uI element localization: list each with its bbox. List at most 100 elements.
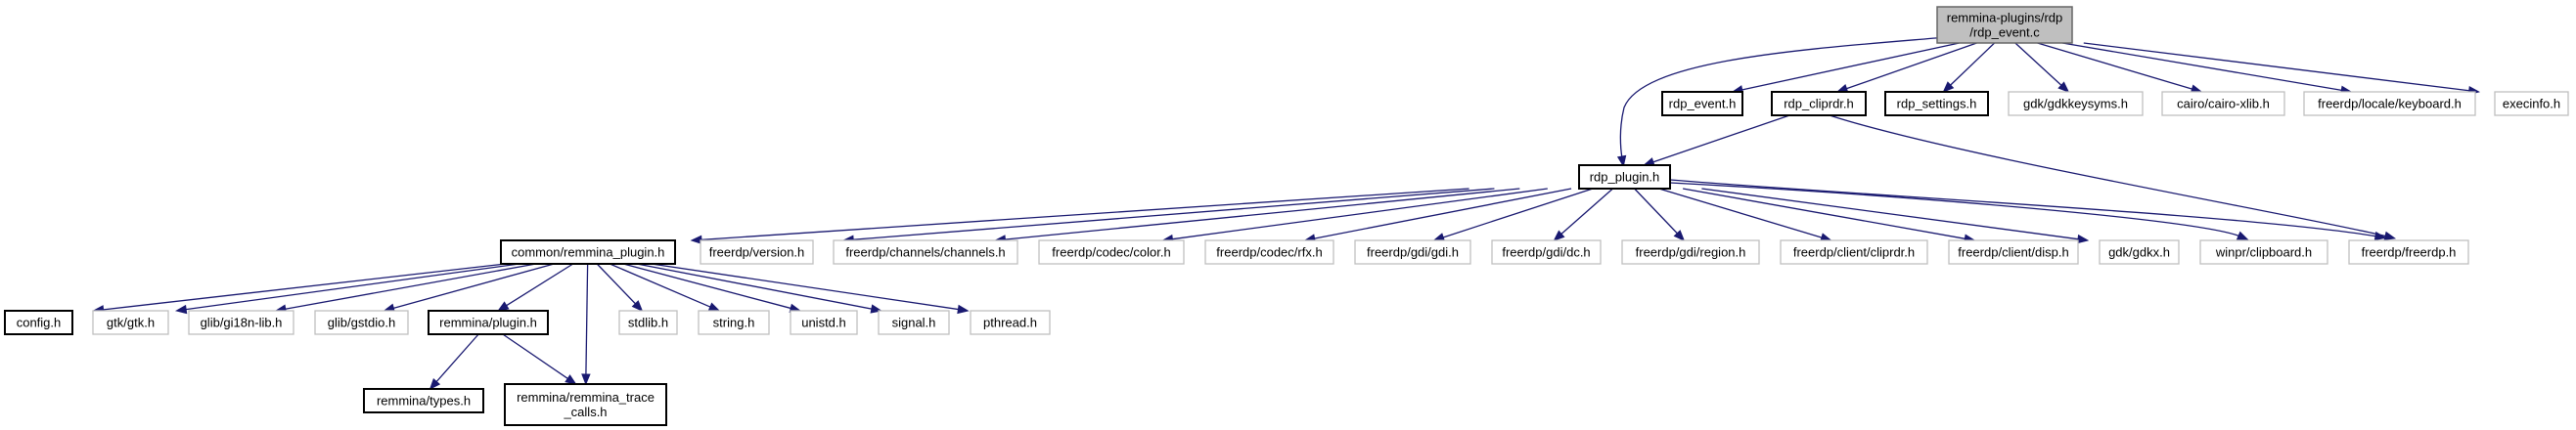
edge-arrowhead bbox=[581, 373, 591, 386]
node-rdp-cliprdr-h[interactable]: rdp_cliprdr.h bbox=[1771, 91, 1867, 116]
edge-line bbox=[185, 263, 520, 311]
node-disp-h: freerdp/client/disp.h bbox=[1948, 239, 2079, 265]
edge-root-to-rdp_settings_h bbox=[1942, 42, 1996, 93]
node-label: _calls.h bbox=[563, 405, 607, 419]
node-box bbox=[970, 310, 1051, 335]
node-label: freerdp/gdi/dc.h bbox=[1502, 245, 1590, 260]
node-root[interactable]: remmina-plugins/rdp/rdp_event.c bbox=[1936, 6, 2073, 44]
edge-line bbox=[610, 263, 712, 309]
node-label: remmina/remmina_trace bbox=[517, 390, 655, 405]
node-box bbox=[2303, 91, 2476, 116]
edge-rdp_cliprdr_h-to-rdp_plugin_h bbox=[1643, 114, 1790, 167]
edge-arrowhead bbox=[2076, 234, 2090, 244]
node-label: rdp_cliprdr.h bbox=[1784, 97, 1854, 111]
node-box bbox=[314, 310, 409, 335]
node-label: winpr/clipboard.h bbox=[2215, 245, 2312, 260]
edge-line bbox=[2014, 42, 2063, 87]
edge-arrowhead bbox=[2383, 231, 2397, 241]
edge-arrowhead bbox=[1553, 230, 1565, 241]
node-box bbox=[1621, 239, 1760, 265]
edge-line bbox=[1740, 42, 1960, 91]
node-box bbox=[2199, 239, 2328, 265]
edge-line bbox=[2061, 42, 2343, 92]
node-gstdio-h: glib/gstdio.h bbox=[314, 310, 409, 335]
edge-line bbox=[284, 263, 536, 311]
node-label: gdk/gdkx.h bbox=[2108, 245, 2170, 260]
edge-root-to-rdp_plugin_h bbox=[1616, 36, 1948, 168]
node-box bbox=[1491, 239, 1602, 265]
node-box bbox=[618, 310, 678, 335]
node-box bbox=[1038, 239, 1185, 265]
edge-arrowhead bbox=[2057, 81, 2070, 93]
node-rfx-h: freerdp/codec/rfx.h bbox=[1204, 239, 1334, 265]
node-box bbox=[500, 239, 676, 265]
node-gi18n-h: glib/gi18n-lib.h bbox=[188, 310, 294, 335]
node-label: freerdp/locale/keyboard.h bbox=[2318, 97, 2462, 111]
node-execinfo-h: execinfo.h bbox=[2494, 91, 2569, 116]
node-freerdp-h: freerdp/freerdp.h bbox=[2348, 239, 2469, 265]
node-box bbox=[92, 310, 169, 335]
node-box bbox=[1936, 6, 2073, 44]
node-box bbox=[1354, 239, 1471, 265]
node-dc-h: freerdp/gdi/dc.h bbox=[1491, 239, 1602, 265]
edge-arrowhead bbox=[429, 377, 441, 391]
node-label: /rdp_event.c bbox=[1969, 25, 2040, 40]
edge-remmina_plugin_common_h-to-pthread_h bbox=[651, 263, 970, 315]
node-stdlib-h: stdlib.h bbox=[618, 310, 678, 335]
node-label: freerdp/gdi/gdi.h bbox=[1367, 245, 1459, 260]
node-remmina-plugin-common-h[interactable]: common/remmina_plugin.h bbox=[500, 239, 676, 265]
edge-line bbox=[102, 263, 506, 311]
node-label: glib/gstdio.h bbox=[328, 316, 395, 330]
node-label: execinfo.h bbox=[2503, 97, 2560, 111]
node-box bbox=[2161, 91, 2285, 116]
node-label: gdk/gdkkeysyms.h bbox=[2023, 97, 2128, 111]
node-box bbox=[363, 388, 484, 413]
node-gdkx-h: gdk/gdkx.h bbox=[2099, 239, 2180, 265]
nodes-layer: remmina-plugins/rdp/rdp_event.c rdp_event… bbox=[4, 6, 2569, 426]
node-label: pthread.h bbox=[983, 316, 1037, 330]
edge-rdp_plugin_h-to-client_cliprdr_h bbox=[1658, 188, 1832, 242]
node-version-h: freerdp/version.h bbox=[700, 239, 814, 265]
node-label: freerdp/codec/rfx.h bbox=[1216, 245, 1322, 260]
edge-line bbox=[1171, 188, 1548, 240]
node-box bbox=[2348, 239, 2469, 265]
edge-rdp_plugin_h-to-remmina_plugin_common_h bbox=[690, 188, 1469, 245]
node-rdp-plugin-h[interactable]: rdp_plugin.h bbox=[1578, 164, 1671, 190]
node-box bbox=[1771, 91, 1867, 116]
edge-remmina_plugin_h-to-types_h bbox=[429, 333, 479, 391]
node-box bbox=[188, 310, 294, 335]
edge-remmina_plugin_common_h-to-remmina_plugin_h bbox=[497, 263, 574, 312]
node-channels-h: freerdp/channels/channels.h bbox=[833, 239, 1018, 265]
node-client-cliprdr-h: freerdp/client/cliprdr.h bbox=[1780, 239, 1928, 265]
edge-root-to-keyboard_h bbox=[2061, 42, 2353, 95]
node-label: remmina/types.h bbox=[377, 394, 471, 408]
edge-line bbox=[651, 263, 960, 311]
edge-remmina_plugin_h-to-trace_calls_h bbox=[502, 333, 577, 385]
edge-line bbox=[1669, 182, 2241, 237]
edge-rdp_plugin_h-to-freerdp_h bbox=[1669, 179, 2387, 241]
node-remmina-plugin-h[interactable]: remmina/plugin.h bbox=[428, 310, 549, 335]
node-rdp-event-h[interactable]: rdp_event.h bbox=[1661, 91, 1743, 116]
node-box bbox=[2494, 91, 2569, 116]
node-box bbox=[428, 310, 549, 335]
node-config-h[interactable]: config.h bbox=[4, 310, 73, 335]
node-rdp-settings-h[interactable]: rdp_settings.h bbox=[1884, 91, 1989, 116]
node-trace-calls-h[interactable]: remmina/remmina_trace_calls.h bbox=[504, 383, 667, 426]
node-box bbox=[1204, 239, 1334, 265]
node-box bbox=[1661, 91, 1743, 116]
edge-line bbox=[1004, 188, 1520, 240]
node-types-h[interactable]: remmina/types.h bbox=[363, 388, 484, 413]
edge-line bbox=[1313, 188, 1572, 239]
edge-line bbox=[700, 188, 1469, 241]
node-label: freerdp/client/disp.h bbox=[1958, 245, 2068, 260]
edge-arrowhead bbox=[497, 301, 510, 312]
node-label: stdlib.h bbox=[628, 316, 668, 330]
node-label: string.h bbox=[713, 316, 755, 330]
edge-line bbox=[585, 263, 589, 376]
edge-line bbox=[1658, 188, 1824, 239]
node-winpr-clipboard-h: winpr/clipboard.h bbox=[2199, 239, 2328, 265]
edge-line bbox=[622, 263, 792, 310]
edge-line bbox=[596, 263, 637, 305]
edge-rdp_cliprdr_h-to-freerdp_h bbox=[1829, 114, 2397, 241]
node-string-h: string.h bbox=[698, 310, 770, 335]
